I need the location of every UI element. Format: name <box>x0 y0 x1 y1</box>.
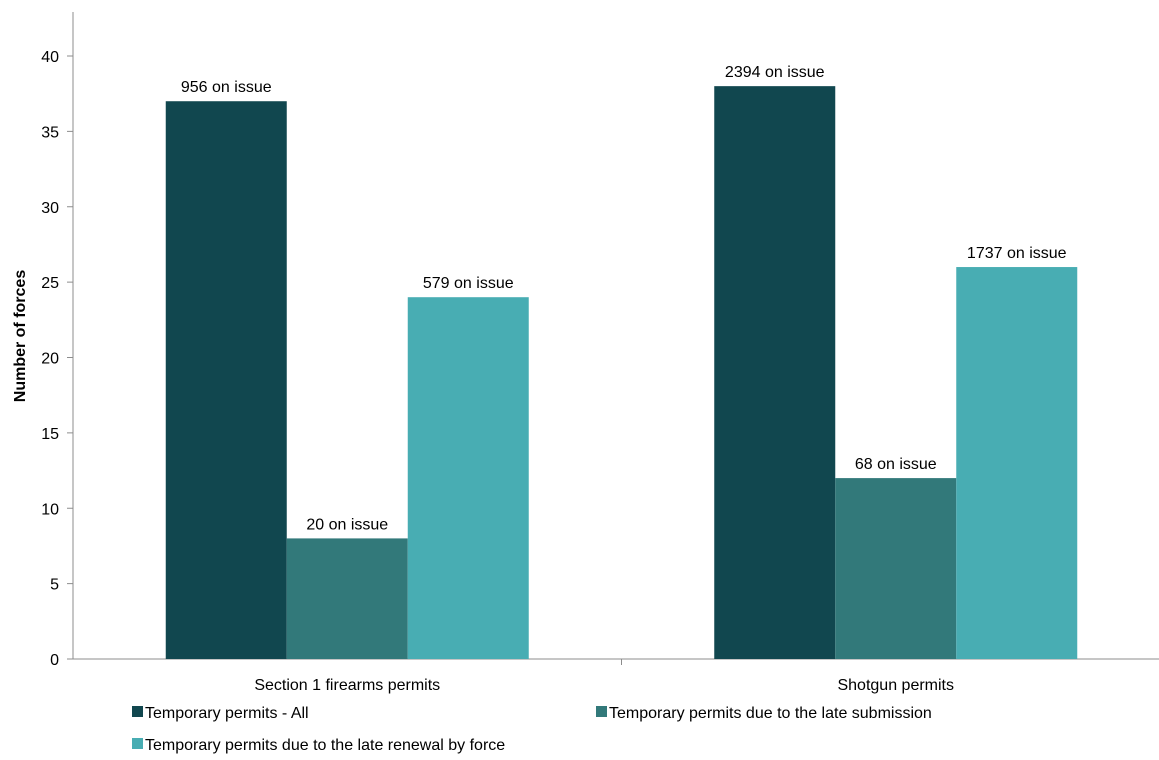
category-labels: Section 1 firearms permits Shotgun permit… <box>254 677 954 694</box>
y-tick-label: 35 <box>41 124 59 141</box>
data-label: 956 on issue <box>181 79 272 96</box>
bar <box>835 478 957 659</box>
y-ticks: 0 5 10 15 20 25 30 35 40 <box>41 49 73 669</box>
legend-swatch <box>596 706 607 717</box>
bars <box>165 86 1078 660</box>
data-label: 68 on issue <box>855 456 937 473</box>
legend-item: Temporary permits due to the late renewa… <box>132 737 505 754</box>
bar <box>956 267 1078 659</box>
bar <box>714 86 836 659</box>
legend-item: Temporary permits due to the late submis… <box>596 705 932 722</box>
data-label: 1737 on issue <box>967 245 1067 262</box>
legend-label: Temporary permits due to the late submis… <box>609 705 932 722</box>
legend-swatch <box>132 706 143 717</box>
legend: Temporary permits - All Temporary permits… <box>132 705 932 754</box>
bar <box>165 101 287 660</box>
legend-swatch <box>132 738 143 749</box>
y-tick-label: 30 <box>41 200 59 217</box>
bar <box>407 297 529 659</box>
data-label: 20 on issue <box>306 516 388 533</box>
data-label: 579 on issue <box>423 275 514 292</box>
bar <box>286 538 408 659</box>
y-tick-label: 20 <box>41 351 59 368</box>
y-tick-label: 25 <box>41 275 59 292</box>
data-label: 2394 on issue <box>725 64 825 81</box>
legend-label: Temporary permits - All <box>145 705 309 722</box>
data-labels: 956 on issue 20 on issue 579 on issue 2394 … <box>181 64 1067 533</box>
legend-label: Temporary permits due to the late renewa… <box>145 737 505 754</box>
y-tick-label: 10 <box>41 501 59 518</box>
category-label: Section 1 firearms permits <box>254 677 440 694</box>
y-tick-label: 40 <box>41 49 59 66</box>
y-tick-label: 0 <box>50 652 59 669</box>
y-tick-label: 5 <box>50 577 59 594</box>
category-label: Shotgun permits <box>837 677 954 694</box>
legend-item: Temporary permits - All <box>132 705 309 722</box>
y-tick-label: 15 <box>41 426 59 443</box>
y-axis-label: Number of forces <box>12 270 29 403</box>
